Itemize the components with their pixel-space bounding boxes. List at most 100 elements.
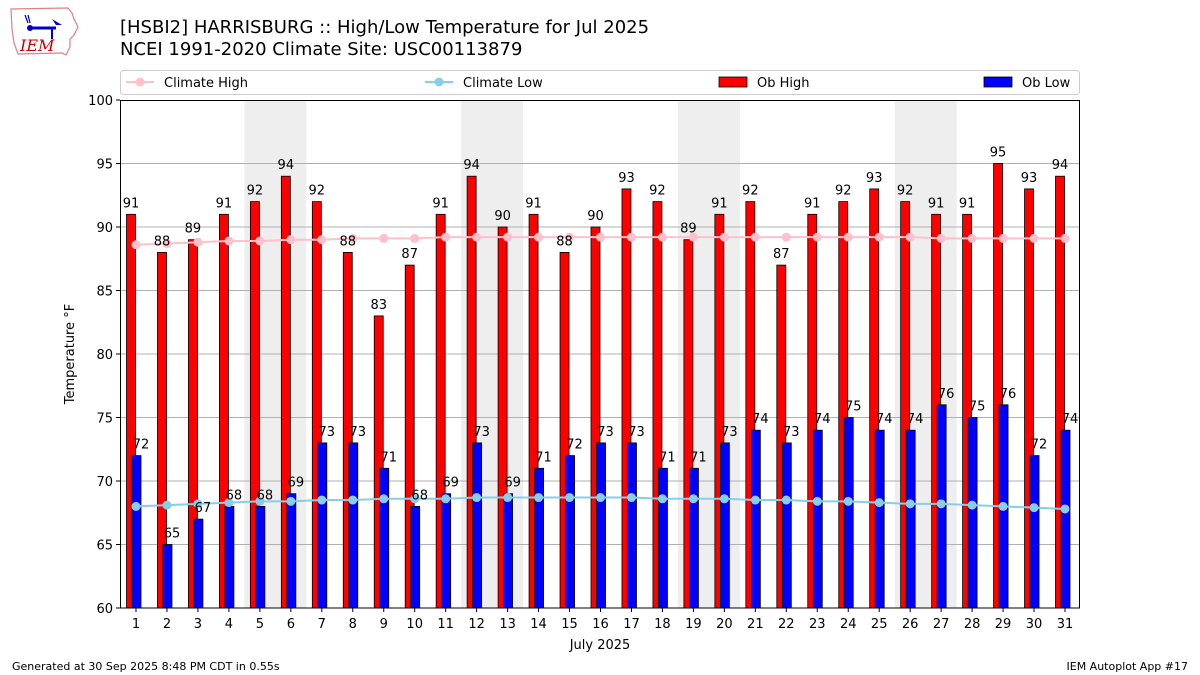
climate-high-point (162, 239, 172, 249)
ob-low-label: 73 (319, 425, 336, 440)
x-tick-label: 25 (871, 617, 888, 632)
climate-high-point (967, 233, 977, 243)
x-tick-label: 27 (933, 617, 950, 632)
ob-high-label: 93 (618, 171, 635, 186)
climate-high-point (193, 237, 203, 247)
ob-low-label: 73 (597, 425, 614, 440)
legend-label: Climate High (164, 76, 248, 91)
x-tick-label: 8 (349, 617, 357, 632)
climate-high-point (565, 232, 575, 242)
ob-high-label: 91 (216, 196, 233, 211)
climate-low-point (255, 496, 265, 506)
ob-low-bar (193, 518, 204, 609)
ob-high-label: 91 (123, 196, 140, 211)
ob-low-label: 74 (1062, 412, 1079, 427)
ob-low-bar (162, 544, 173, 609)
ob-low-bar (843, 417, 854, 609)
ob-high-label: 89 (185, 222, 202, 237)
ob-low-bar (781, 442, 792, 609)
climate-low-point (441, 494, 451, 504)
ob-low-label: 74 (876, 412, 893, 427)
legend-ob-low: Ob Low (983, 76, 1071, 91)
x-tick-label: 2 (163, 617, 171, 632)
climate-low-point (812, 496, 822, 506)
x-axis-title: July 2025 (569, 638, 631, 653)
x-tick-label: 6 (287, 617, 295, 632)
ob-low-label: 73 (349, 425, 366, 440)
climate-low-point (781, 495, 791, 505)
ob-low-label: 72 (1031, 438, 1048, 453)
bar-labels: 91 88 89 91 92 94 92 88 83 87 91 94 90 91 88 90 93 92 89 91… (123, 146, 1079, 542)
legend-ob-high: Ob High (718, 76, 810, 91)
ob-low-bar (286, 493, 297, 609)
x-tick-label: 22 (778, 617, 795, 632)
ob-high-label: 94 (1052, 158, 1069, 173)
x-tick-label: 23 (809, 617, 826, 632)
climate-high-point (1060, 233, 1070, 243)
x-tick-label: 19 (685, 617, 702, 632)
x-tick-label: 26 (902, 617, 919, 632)
climate-low-point (688, 494, 698, 504)
x-tick-label: 5 (256, 617, 264, 632)
ob-low-bar (379, 467, 390, 609)
ob-low-bar (874, 429, 885, 609)
svg-text:IEM: IEM (19, 36, 55, 55)
climate-high-point (472, 232, 482, 242)
x-tick-label: 15 (561, 617, 578, 632)
climate-high-point (874, 232, 884, 242)
y-tick-label: 60 (96, 602, 113, 617)
climate-high-point (998, 233, 1008, 243)
climate-low-point (657, 494, 667, 504)
climate-high-point (936, 233, 946, 243)
climate-high-point (781, 232, 791, 242)
climate-low-point (874, 498, 884, 508)
x-tick-label: 12 (468, 617, 485, 632)
ob-low-bar (967, 417, 978, 609)
ob-high-label: 91 (959, 196, 976, 211)
legend-swatch-icon (718, 76, 748, 88)
ob-low-label: 74 (814, 412, 831, 427)
climate-low-point (317, 495, 327, 505)
ob-low-label: 65 (164, 527, 181, 542)
climate-high-point (503, 232, 513, 242)
legend-box (120, 70, 1080, 95)
ob-low-label: 75 (969, 400, 986, 415)
ob-low-bar (627, 442, 637, 609)
climate-low-point (472, 493, 482, 503)
ob-high-label: 88 (154, 234, 171, 249)
ob-high-label: 92 (742, 184, 759, 199)
legend-label: Ob High (757, 76, 810, 91)
x-tick-label: 9 (380, 617, 388, 632)
climate-low-point (348, 495, 358, 505)
climate-high-point (626, 232, 636, 242)
chart-title: [HSBI2] HARRISBURG :: High/Low Temperatu… (120, 17, 649, 61)
climate-high-point (719, 232, 729, 242)
y-axis-title: Temperature °F (63, 304, 78, 405)
x-tick-label: 4 (225, 617, 233, 632)
ob-high-label: 94 (463, 158, 480, 173)
climate-high-point (905, 232, 915, 242)
ob-high-label: 87 (773, 247, 790, 262)
ob-high-label: 88 (339, 234, 356, 249)
ob-low-bar (658, 467, 668, 609)
ob-low-label: 68 (411, 488, 428, 503)
x-tick-label: 30 (1026, 617, 1043, 632)
ob-high-label: 83 (370, 298, 387, 313)
x-tick-label: 20 (716, 617, 733, 632)
x-tick-label: 18 (654, 617, 671, 632)
climate-high-point (688, 232, 698, 242)
ob-low-label: 69 (288, 476, 305, 491)
climate-high-point (843, 232, 853, 242)
title-line-2: NCEI 1991-2020 Climate Site: USC00113879 (120, 39, 523, 60)
ob-low-bar (224, 505, 235, 609)
x-tick-label: 13 (499, 617, 516, 632)
ob-low-bar (441, 493, 452, 609)
climate-low-point (998, 501, 1008, 511)
x-tick-label: 7 (318, 617, 326, 632)
legend-climate-high: Climate High (126, 76, 248, 91)
ob-high-label: 91 (432, 196, 449, 211)
ob-low-bar (410, 505, 421, 609)
title-line-1: [HSBI2] HARRISBURG :: High/Low Temperatu… (120, 17, 650, 38)
y-tick-label: 65 (96, 539, 113, 554)
